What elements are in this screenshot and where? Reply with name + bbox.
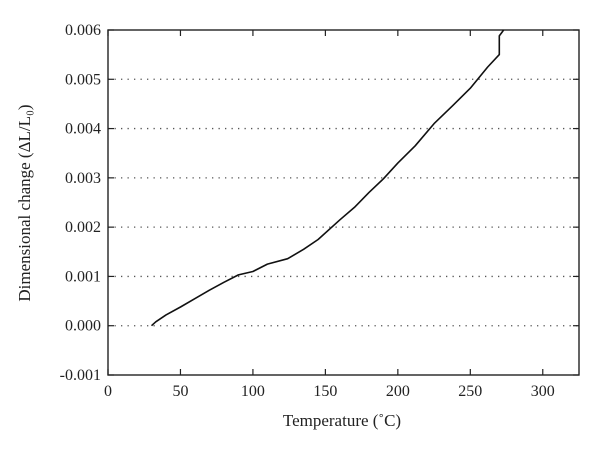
axis-ticks: -0.001 0.000 0.001 0.002 0.003 0.004 0.005 0.00… (60, 22, 579, 400)
x-tick-label: 150 (313, 383, 337, 400)
y-tick-label: 0.001 (65, 268, 101, 285)
series-line (150, 29, 505, 327)
x-tick-label: 300 (531, 383, 555, 400)
y-tick-label: 0.000 (65, 318, 101, 335)
y-tick-label: 0.003 (65, 170, 101, 187)
y-axis-title: Dimensional change (ΔL/L₀) (15, 104, 34, 301)
grid (108, 78, 579, 327)
x-tick-label: 50 (172, 383, 188, 400)
series-layer (150, 29, 505, 327)
x-tick-label: 0 (104, 383, 112, 400)
x-tick-label: 200 (386, 383, 410, 400)
y-tick-label: 0.004 (65, 121, 101, 138)
y-tick-label: 0.006 (65, 22, 101, 39)
y-tick-label: 0.005 (65, 71, 101, 88)
x-tick-label: 100 (241, 383, 265, 400)
y-tick-label: 0.002 (65, 219, 101, 236)
x-axis-title: Temperature (˚C) (283, 411, 401, 430)
y-tick-label: -0.001 (60, 367, 101, 384)
x-tick-label: 250 (458, 383, 482, 400)
plot-frame (107, 29, 580, 376)
